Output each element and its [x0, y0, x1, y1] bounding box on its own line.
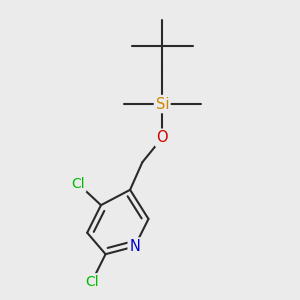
- Text: Cl: Cl: [71, 177, 85, 191]
- Text: Si: Si: [155, 97, 169, 112]
- Text: N: N: [129, 239, 140, 254]
- Text: Cl: Cl: [85, 275, 99, 289]
- Text: O: O: [156, 130, 168, 145]
